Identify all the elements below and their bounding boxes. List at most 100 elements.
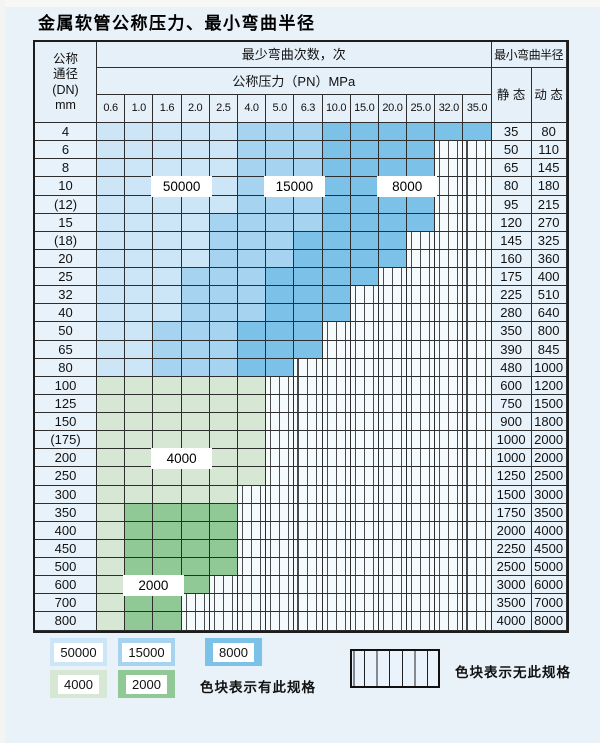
pressure-cell	[153, 467, 182, 486]
pressure-cell	[322, 594, 351, 613]
dynamic-cell: 360	[531, 249, 567, 268]
pressure-cell	[125, 304, 154, 323]
pressure-cell	[97, 539, 126, 558]
dn-cell: 250	[35, 467, 97, 486]
pressure-cell	[350, 286, 379, 305]
pressure-cell	[322, 539, 351, 558]
dn-cell: 20	[35, 249, 97, 268]
pressure-cell	[266, 213, 295, 232]
static-cell: 1500	[491, 485, 532, 504]
pressure-cell	[435, 467, 464, 486]
pressure-cell	[209, 195, 238, 214]
legend-swatch-50000: 50000	[50, 638, 107, 666]
pressure-cell	[378, 286, 408, 305]
pressure-cell	[350, 249, 379, 268]
dynamic-cell: 640	[531, 304, 567, 323]
pressure-col-header: 20.0	[378, 95, 408, 123]
pressure-cell	[125, 431, 154, 450]
dn-cell: 350	[35, 503, 97, 522]
pressure-cell	[209, 485, 238, 504]
pressure-cell	[378, 576, 408, 595]
pressure-cell	[435, 449, 464, 468]
pressure-cell	[181, 612, 210, 631]
pressure-cell	[153, 231, 182, 250]
pressure-cell	[209, 576, 238, 595]
pressure-cell	[237, 177, 267, 196]
pressure-cell	[237, 576, 267, 595]
pressure-cell	[181, 268, 210, 287]
pressure-cell	[266, 394, 295, 413]
pressure-cell	[463, 449, 492, 468]
pressure-cell	[294, 123, 323, 142]
dynamic-cell: 7000	[531, 594, 567, 613]
static-cell: 120	[491, 213, 532, 232]
spec-table: 公称 通径 (DN) mm 最少弯曲次数，次 最小弯曲半径 公称压力（PN）MP…	[33, 40, 569, 633]
pressure-cell	[350, 431, 379, 450]
pressure-cell	[209, 231, 238, 250]
pressure-cell	[350, 177, 379, 196]
pressure-cell	[181, 558, 210, 577]
pressure-cell	[350, 322, 379, 341]
pressure-cell	[350, 268, 379, 287]
pressure-cell	[97, 358, 126, 377]
pressure-cell	[322, 304, 351, 323]
page-title: 金属软管公称压力、最小弯曲半径	[38, 14, 316, 33]
pressure-cell	[125, 612, 154, 631]
pressure-cell	[463, 358, 492, 377]
pressure-cell	[378, 467, 408, 486]
dn-cell: 40	[35, 304, 97, 323]
static-cell: 65	[491, 159, 532, 178]
static-cell: 280	[491, 304, 532, 323]
legend-striped-box	[350, 649, 440, 688]
static-cell: 1250	[491, 467, 532, 486]
pressure-cell	[266, 413, 295, 432]
pressure-cell	[181, 594, 210, 613]
dynamic-cell: 180	[531, 177, 567, 196]
pressure-cell	[97, 249, 126, 268]
pressure-cell	[350, 195, 379, 214]
pressure-cell	[463, 231, 492, 250]
pressure-cell	[181, 195, 210, 214]
pressure-cell	[322, 449, 351, 468]
pressure-cell	[350, 594, 379, 613]
pressure-cell	[209, 358, 238, 377]
pressure-cell	[322, 431, 351, 450]
pressure-cell	[435, 503, 464, 522]
pressure-cell	[407, 123, 436, 142]
pressure-cell	[322, 177, 351, 196]
pressure-cell	[407, 195, 436, 214]
pressure-cell	[407, 612, 436, 631]
pressure-cell	[463, 503, 492, 522]
pressure-cell	[237, 286, 267, 305]
pressure-cell	[237, 123, 267, 142]
static-cell: 900	[491, 413, 532, 432]
pressure-cell	[266, 539, 295, 558]
pressure-cell	[350, 304, 379, 323]
pressure-cell	[322, 376, 351, 395]
pressure-cell	[125, 358, 154, 377]
pressure-cell	[322, 249, 351, 268]
pressure-cell	[378, 485, 408, 504]
pressure-cell	[153, 159, 182, 178]
pressure-cell	[322, 213, 351, 232]
dn-cell: (175)	[35, 431, 97, 450]
pressure-col-header: 1.0	[125, 95, 154, 123]
pressure-cell	[435, 123, 464, 142]
pressure-cell	[350, 521, 379, 540]
pressure-cell	[266, 268, 295, 287]
pressure-cell	[181, 141, 210, 160]
static-cell: 160	[491, 249, 532, 268]
bend-cycles-header: 最少弯曲次数，次	[97, 42, 492, 68]
pressure-cell	[125, 467, 154, 486]
pressure-cell	[209, 159, 238, 178]
pressure-cell	[407, 576, 436, 595]
pressure-cell	[153, 195, 182, 214]
pressure-cell	[97, 286, 126, 305]
pressure-cell	[181, 539, 210, 558]
pressure-cell	[294, 195, 323, 214]
static-cell: 1000	[491, 431, 532, 450]
pressure-cell	[322, 286, 351, 305]
pressure-cell	[407, 358, 436, 377]
dn-cell: 500	[35, 558, 97, 577]
pressure-cell	[435, 195, 464, 214]
